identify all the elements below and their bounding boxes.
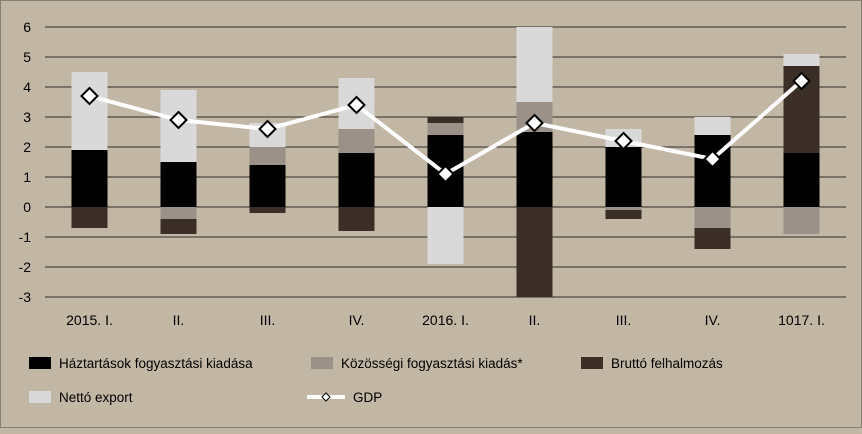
gdp-point [169,110,188,130]
y-tick-label: 6 [23,19,31,35]
x-tick-label: II. [173,312,185,328]
y-tick-label: 3 [23,109,31,125]
bar-segment [71,150,108,207]
x-tick-label: 1017. I. [778,312,825,328]
bar-segment [249,147,286,165]
bar-segment [338,153,375,207]
bar-segment [516,207,553,297]
y-tick-label: 4 [23,79,31,95]
x-tick-label: IV. [705,312,721,328]
bar-segment [783,207,820,234]
gdp-point [436,164,455,184]
legend-label: Nettó export [59,390,133,405]
bar-segment [783,153,820,207]
gdp-point [703,149,722,169]
bar-segment [694,207,731,228]
legend-swatch [29,357,51,369]
x-tick-label: III. [616,312,632,328]
gdp-point [80,86,99,106]
y-tick-label: 1 [23,169,31,185]
legend-label: GDP [353,390,382,405]
bar-segment [160,207,197,219]
gdp-point [258,119,277,139]
bar-segment [605,207,642,210]
gdp-point [792,71,811,91]
legend-label: Bruttó felhalmozás [611,356,723,371]
bar-segment [249,207,286,213]
x-tick-label: IV. [349,312,365,328]
bar-segment [427,117,464,123]
legend-swatch [311,357,333,369]
bar-segment [694,228,731,249]
bar-segment [338,129,375,153]
legend-label: Közösségi fogyasztási kiadás* [341,356,523,371]
y-tick-label: 0 [23,199,31,215]
y-tick-label: -1 [19,229,32,245]
bar-segment [694,117,731,135]
bar-segment [71,207,108,228]
x-tick-label: 2015. I. [66,312,113,328]
legend-label: Háztartások fogyasztási kiadása [59,356,253,371]
bar-segment [516,27,553,102]
x-tick-label: II. [529,312,541,328]
bar-segment [427,207,464,264]
bar-segment [160,219,197,234]
legend-swatch [29,391,51,403]
bar-segment [516,132,553,207]
bar-segment [71,72,108,150]
legend-swatch [581,357,603,369]
legend-diamond [321,392,331,402]
y-tick-label: 2 [23,139,31,155]
y-tick-label: -3 [19,289,32,305]
gdp-point [525,113,544,133]
bar-segment [338,207,375,231]
y-tick-label: 5 [23,49,31,65]
bar-segment [249,165,286,207]
x-tick-label: 2016. I. [422,312,469,328]
bar-segment [605,147,642,207]
y-tick-label: -2 [19,259,32,275]
x-tick-label: III. [260,312,276,328]
bar-segment [605,210,642,219]
gdp-point [347,95,366,115]
bar-segment [160,162,197,207]
bar-segment [427,123,464,135]
gdp-point [614,131,633,151]
bar-segment [783,54,820,66]
